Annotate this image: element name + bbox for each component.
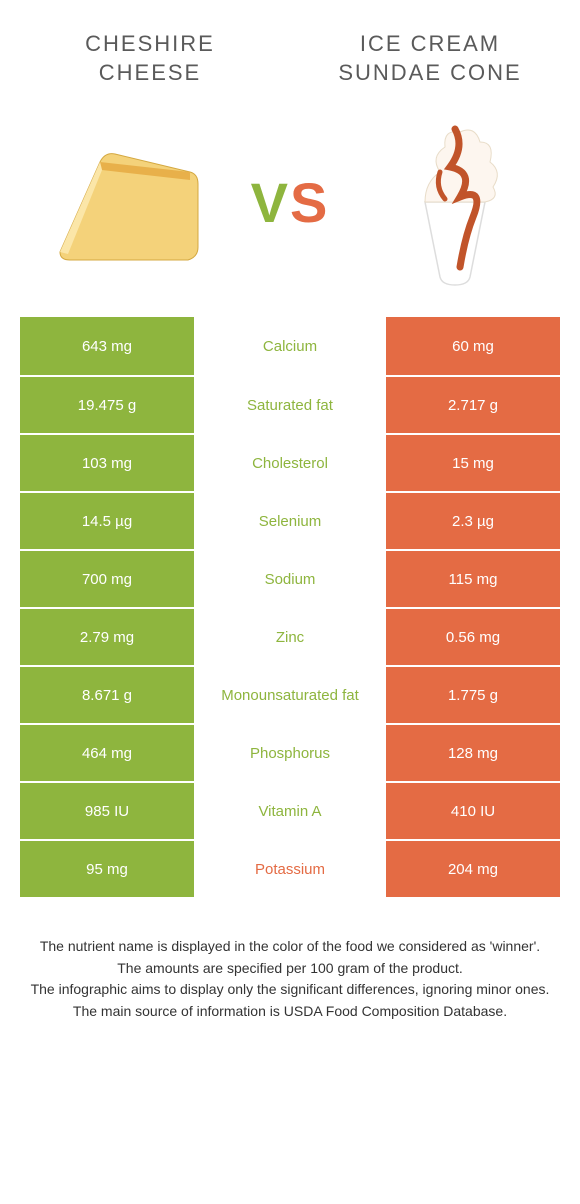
nutrient-label: Calcium [194, 317, 386, 375]
right-value: 0.56 mg [386, 609, 560, 665]
cheese-image [40, 122, 210, 282]
left-value: 8.671 g [20, 667, 194, 723]
nutrient-label: Selenium [194, 493, 386, 549]
footnotes: The nutrient name is displayed in the co… [0, 937, 580, 1021]
images-row: VS [0, 97, 580, 317]
footnote-line: The infographic aims to display only the… [30, 980, 550, 1000]
right-value: 410 IU [386, 783, 560, 839]
right-value: 1.775 g [386, 667, 560, 723]
left-value: 19.475 g [20, 377, 194, 433]
sundae-image [370, 122, 540, 282]
left-value: 464 mg [20, 725, 194, 781]
right-value: 2.3 µg [386, 493, 560, 549]
right-value: 2.717 g [386, 377, 560, 433]
footnote-line: The main source of information is USDA F… [30, 1002, 550, 1022]
right-value: 60 mg [386, 317, 560, 375]
nutrient-label: Monounsaturated fat [194, 667, 386, 723]
table-row: 8.671 gMonounsaturated fat1.775 g [20, 665, 560, 723]
table-row: 103 mgCholesterol15 mg [20, 433, 560, 491]
table-row: 2.79 mgZinc0.56 mg [20, 607, 560, 665]
left-value: 2.79 mg [20, 609, 194, 665]
nutrient-label: Sodium [194, 551, 386, 607]
left-value: 95 mg [20, 841, 194, 897]
right-value: 128 mg [386, 725, 560, 781]
left-value: 700 mg [20, 551, 194, 607]
table-row: 14.5 µgSelenium2.3 µg [20, 491, 560, 549]
table-row: 643 mgCalcium60 mg [20, 317, 560, 375]
nutrient-label: Potassium [194, 841, 386, 897]
vs-v-letter: V [251, 171, 290, 234]
vs-s-letter: S [290, 171, 329, 234]
left-value: 14.5 µg [20, 493, 194, 549]
left-value: 643 mg [20, 317, 194, 375]
right-value: 15 mg [386, 435, 560, 491]
header-row: Cheshire cheese Ice cream sundae cone [0, 0, 580, 97]
nutrient-label: Saturated fat [194, 377, 386, 433]
left-food-title: Cheshire cheese [50, 30, 250, 87]
table-row: 985 IUVitamin A410 IU [20, 781, 560, 839]
table-row: 19.475 gSaturated fat2.717 g [20, 375, 560, 433]
right-value: 115 mg [386, 551, 560, 607]
table-row: 95 mgPotassium204 mg [20, 839, 560, 897]
left-value: 103 mg [20, 435, 194, 491]
comparison-table: 643 mgCalcium60 mg19.475 gSaturated fat2… [20, 317, 560, 897]
nutrient-label: Phosphorus [194, 725, 386, 781]
vs-badge: VS [251, 170, 330, 235]
footnote-line: The nutrient name is displayed in the co… [30, 937, 550, 957]
footnote-line: The amounts are specified per 100 gram o… [30, 959, 550, 979]
table-row: 464 mgPhosphorus128 mg [20, 723, 560, 781]
right-value: 204 mg [386, 841, 560, 897]
right-food-title: Ice cream sundae cone [330, 30, 530, 87]
nutrient-label: Zinc [194, 609, 386, 665]
nutrient-label: Vitamin A [194, 783, 386, 839]
table-row: 700 mgSodium115 mg [20, 549, 560, 607]
nutrient-label: Cholesterol [194, 435, 386, 491]
left-value: 985 IU [20, 783, 194, 839]
